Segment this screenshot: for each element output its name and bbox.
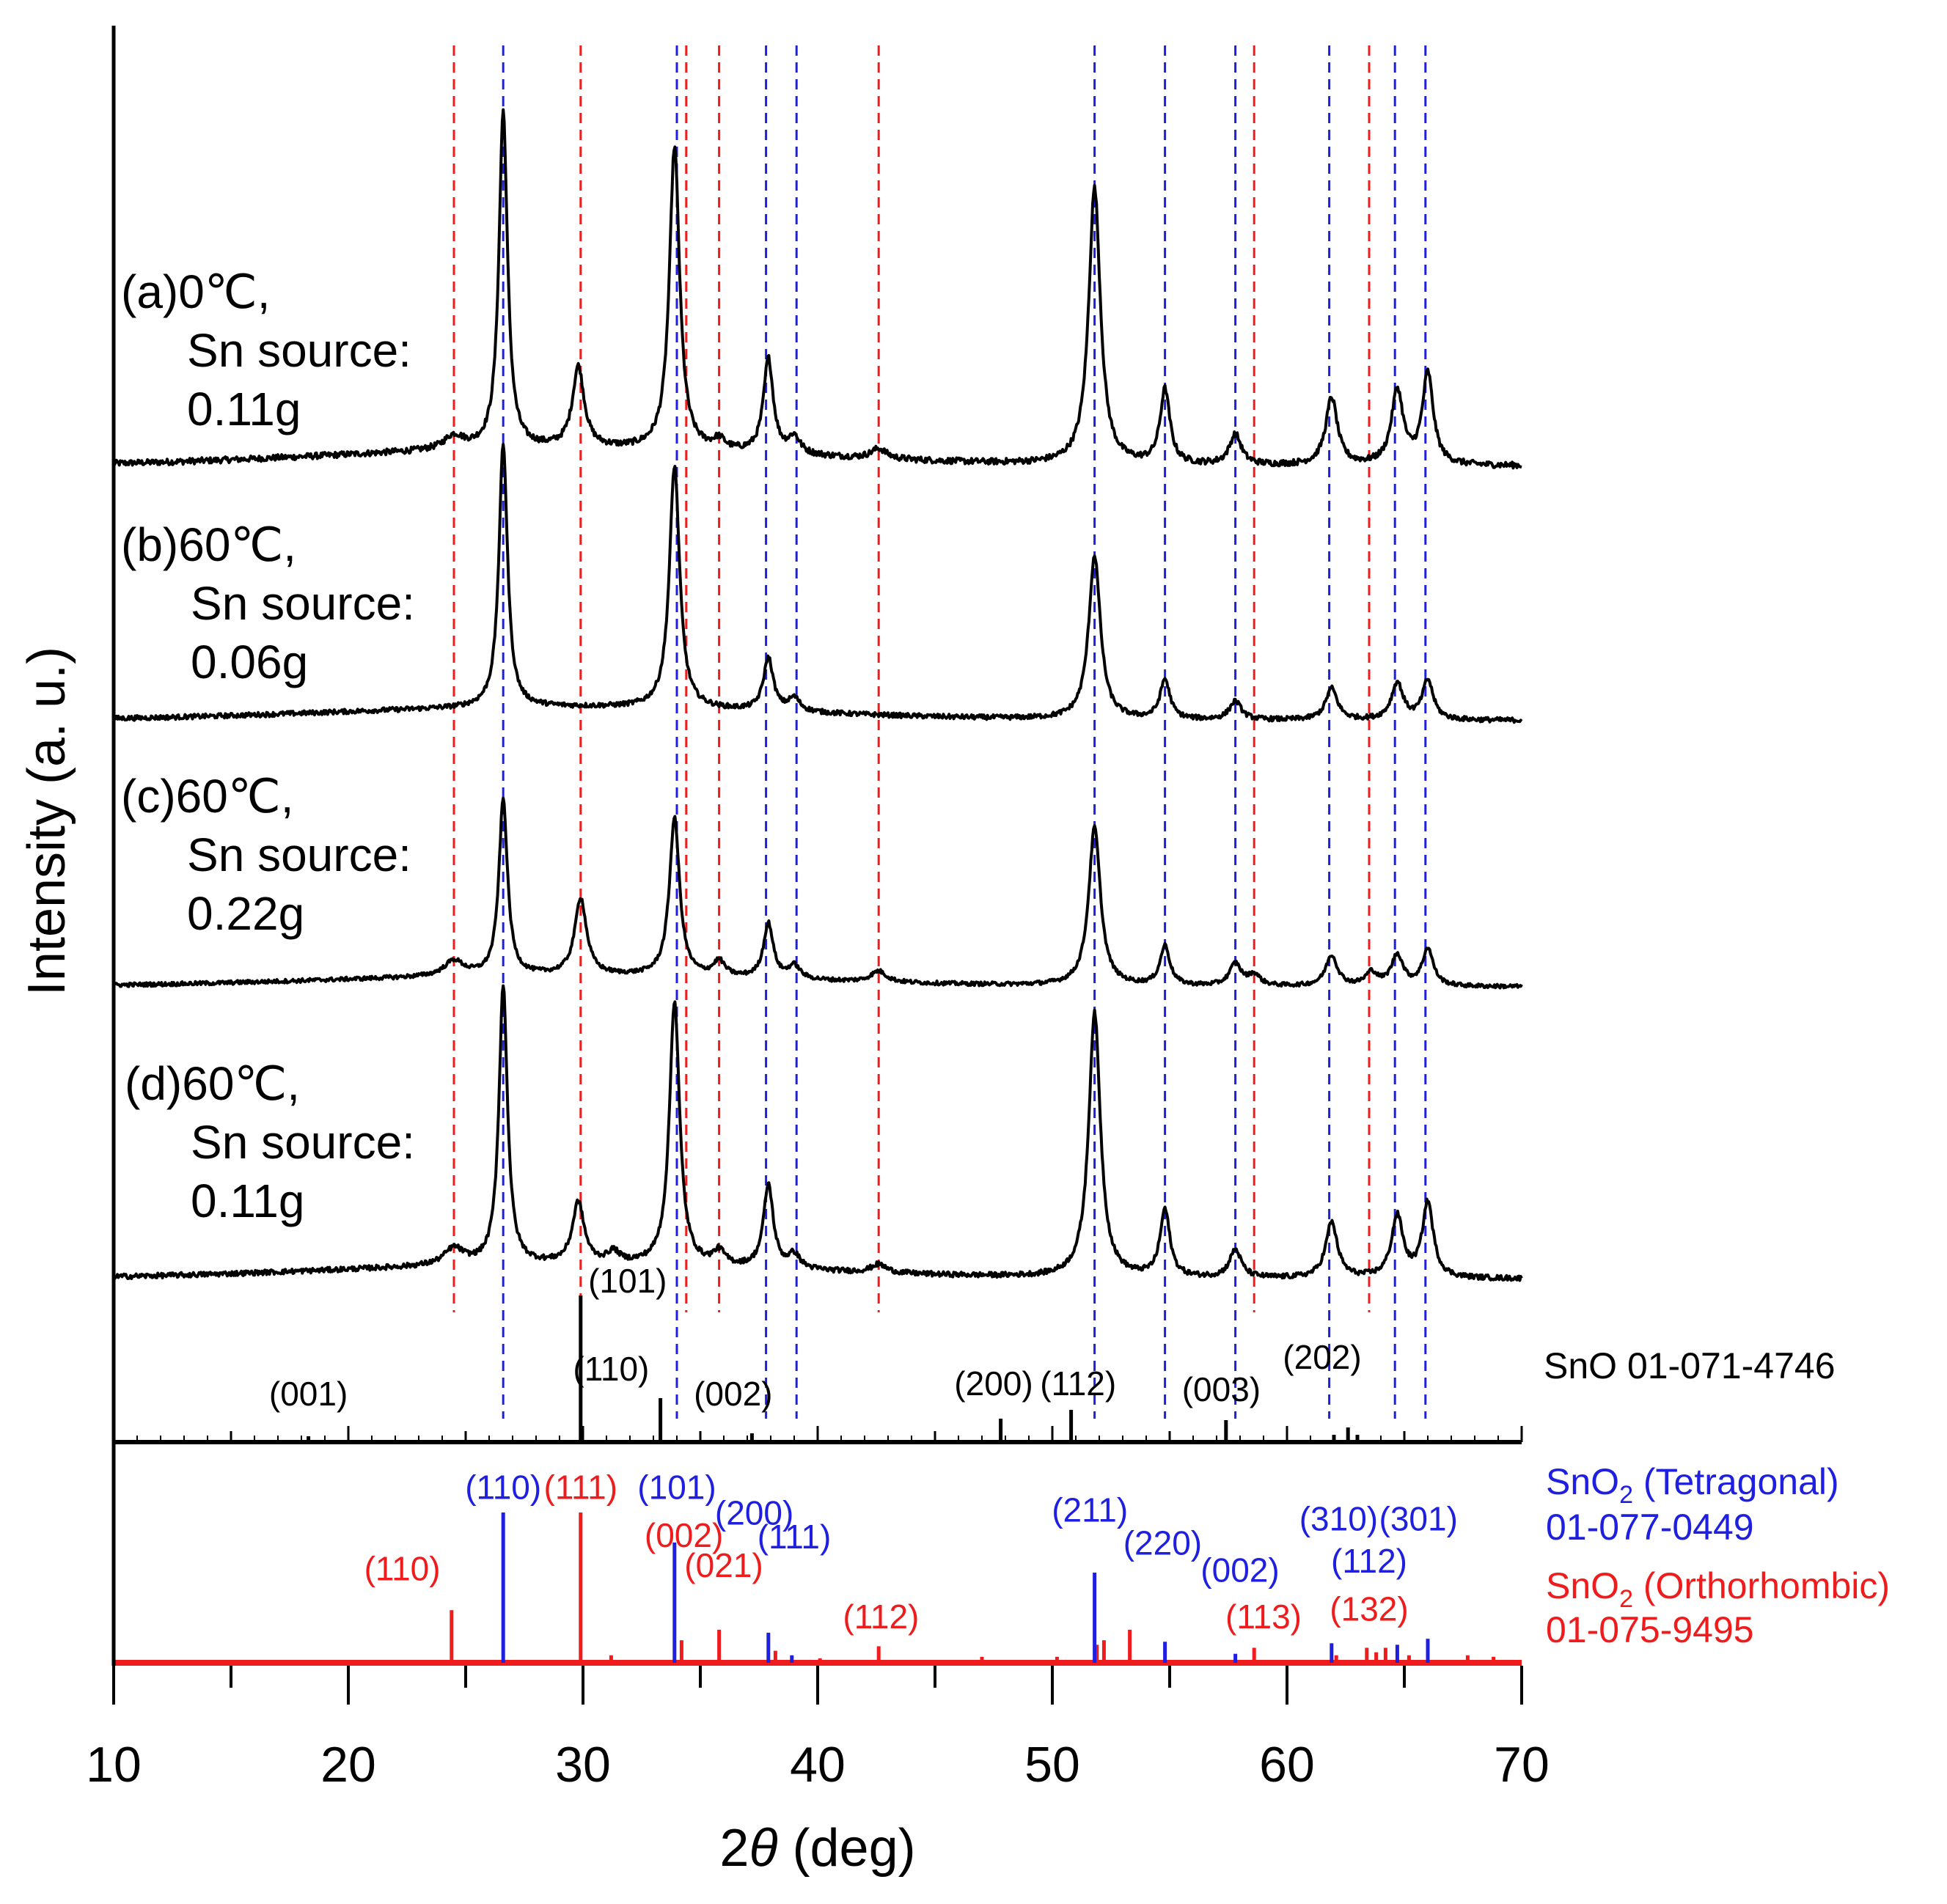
sno-hkl-label: (200) (954, 1364, 1033, 1403)
sno-hkl-label: (112) (1040, 1364, 1116, 1403)
tetragonal-ref-name-base: SnO (1546, 1461, 1619, 1502)
tetragonal-ref-name: SnO2 (Tetragonal) (1546, 1461, 1839, 1509)
sample-label-b-1: (b)60℃, (121, 518, 296, 571)
pattern-b (112, 443, 1523, 724)
sample-label-b-3: 0.06g (191, 636, 308, 688)
tetragonal-hkl-label: (002) (1200, 1551, 1279, 1589)
orthorhombic-hkl-label: (113) (1225, 1598, 1302, 1636)
sno-hkl-label: (110) (573, 1350, 649, 1388)
sample-label-c-3: 0.22g (187, 887, 304, 940)
x-tick-label: 10 (86, 1737, 142, 1793)
tetragonal-hkl-label: (220) (1123, 1523, 1202, 1562)
x-axis-ticks: 10 20 30 40 50 60 70 (86, 1426, 1550, 1793)
x-axis-title: 2θ (deg) (719, 1819, 915, 1878)
orthorhombic-hkl-label: (110) (364, 1549, 441, 1587)
orthorhombic-hkl-label: (021) (684, 1546, 763, 1584)
sno-ref-name: SnO 01-071-4746 (1544, 1345, 1836, 1386)
tetragonal-hkl-label: (112) (1331, 1542, 1407, 1580)
x-axis-title-symbol: θ (749, 1819, 777, 1878)
sample-labels: (a)0℃, Sn source: 0.11g (b)60℃, Sn source: 0.… (121, 265, 415, 1227)
orthorhombic-hkl-label: (132) (1330, 1590, 1408, 1628)
tetragonal-hkl-label: (200) (715, 1493, 793, 1532)
x-tick-label: 20 (320, 1737, 376, 1793)
orthorhombic-hkl-label: (002) (645, 1516, 723, 1554)
tetragonal-hkl-label: (111) (758, 1518, 832, 1556)
pattern-c (112, 796, 1523, 990)
orthorhombic-hkl-label: (111) (544, 1469, 618, 1507)
x-tick-label: 70 (1494, 1737, 1550, 1793)
sno-hkl-label: (101) (588, 1262, 667, 1300)
tetragonal-hkl-label: (301) (1379, 1500, 1458, 1538)
tetragonal-ref-name-sub: 2 (1619, 1481, 1633, 1509)
pattern-a (112, 108, 1522, 470)
pattern-d (112, 984, 1523, 1282)
xrd-patterns (112, 108, 1523, 1282)
sample-label-c-1: (c)60℃, (121, 770, 293, 823)
tetragonal-ref-name-suffix: (Tetragonal) (1633, 1461, 1839, 1502)
sno-hkl-label: (202) (1283, 1338, 1361, 1376)
sample-label-a-1: (a)0℃, (121, 265, 270, 318)
tetragonal-hkl-label: (310) (1299, 1500, 1378, 1538)
x-axis-title-prefix: 2 (719, 1819, 749, 1878)
x-tick-label: 60 (1259, 1737, 1315, 1793)
sample-label-d-1: (d)60℃, (125, 1057, 300, 1110)
tetragonal-hkl-label: (110) (465, 1469, 541, 1507)
reference-dashed-lines (452, 45, 1427, 1419)
orthorhombic-ref-name-base: SnO (1546, 1565, 1619, 1606)
sample-label-d-2: Sn source: (191, 1116, 415, 1169)
tetragonal-hkl-label: (211) (1052, 1491, 1128, 1529)
sample-label-a-3: 0.11g (187, 383, 301, 435)
orthorhombic-ref-name-suffix: (Orthorhombic) (1633, 1565, 1890, 1606)
sample-label-d-3: 0.11g (191, 1175, 304, 1227)
sno-hkl-label: (002) (694, 1375, 772, 1413)
sample-label-b-2: Sn source: (191, 577, 415, 630)
sample-label-c-2: Sn source: (187, 828, 411, 881)
sno2-reference-panel: (110) (101)(200)(111)(211)(220)(002)(310)… (114, 1469, 1522, 1666)
sno-reference-panel: (001) (101) (110) (002) (200) (112) (003) (202) (269, 1262, 1362, 1442)
x-tick-label: 30 (555, 1737, 611, 1793)
orthorhombic-ref-card: 01-075-9495 (1546, 1609, 1754, 1650)
x-tick-label: 40 (790, 1737, 846, 1793)
tetragonal-ref-card: 01-077-0449 (1546, 1507, 1754, 1548)
sample-label-a-2: Sn source: (187, 324, 411, 377)
orthorhombic-hkl-label: (112) (843, 1598, 919, 1636)
sno-hkl-label: (001) (269, 1375, 348, 1413)
orthorhombic-ref-name-sub: 2 (1619, 1585, 1633, 1613)
x-axis-title-suffix: (deg) (778, 1819, 916, 1878)
sno-hkl-label: (003) (1182, 1370, 1261, 1408)
reference-names: SnO 01-071-4746 SnO2 (Tetragonal) 01-077… (1544, 1345, 1890, 1650)
y-axis-title: Intensity (a. u.) (18, 647, 76, 996)
orthorhombic-ref-name: SnO2 (Orthorhombic) (1546, 1565, 1890, 1613)
x-tick-label: 50 (1024, 1737, 1080, 1793)
tetragonal-hkl-label: (101) (637, 1469, 716, 1507)
